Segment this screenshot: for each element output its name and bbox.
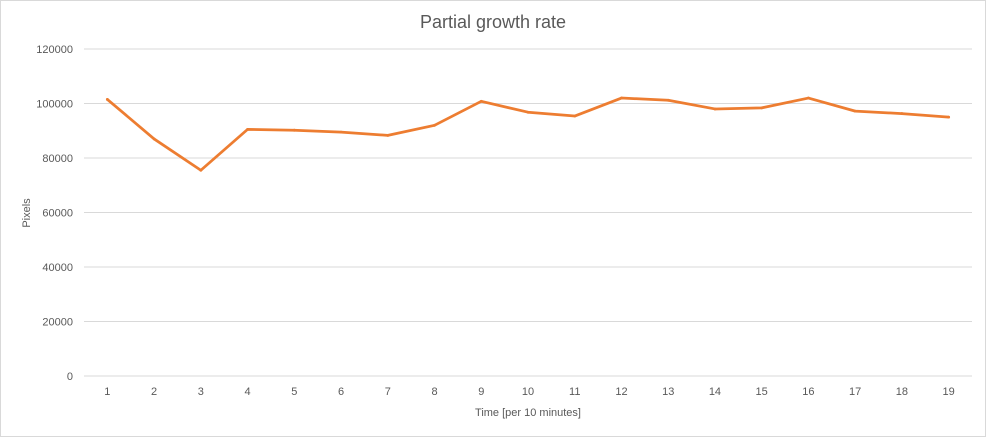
data-point [807,96,810,100]
x-tick-label: 17 [849,386,861,398]
series-line [105,96,951,172]
y-tick-label: 40000 [42,262,73,274]
y-tick-label: 80000 [42,153,73,165]
x-tick-label: 9 [478,386,484,398]
x-axis-title: Time [per 10 minutes] [475,407,581,419]
x-tick-label: 18 [896,386,908,398]
x-tick-label: 6 [338,386,344,398]
y-axis-title: Pixels [21,198,33,228]
y-axis-ticks: 0 20000 40000 60000 80000 100000 120000 [36,44,73,383]
data-point [479,99,483,103]
x-tick-label: 13 [662,386,674,398]
x-tick-label: 7 [385,386,391,398]
y-tick-label: 20000 [42,317,73,329]
x-tick-label: 2 [151,386,157,398]
data-point [713,107,717,111]
y-tick-label: 60000 [42,208,73,220]
x-tick-label: 14 [709,386,721,398]
data-point [246,127,249,131]
data-point [760,106,764,110]
x-tick-label: 3 [198,386,204,398]
data-point [292,128,296,132]
x-tick-label: 5 [291,386,297,398]
x-tick-label: 12 [615,386,627,398]
x-tick-label: 11 [569,386,580,398]
series-group [105,96,951,172]
data-point [620,96,623,100]
x-tick-label: 8 [431,386,437,398]
x-tick-label: 4 [245,386,251,398]
y-tick-label: 120000 [36,44,73,56]
data-point [666,98,670,102]
data-point [900,112,904,115]
data-point [152,137,156,141]
x-tick-label: 16 [802,386,814,398]
y-tick-label: 100000 [36,99,73,111]
data-point [433,123,436,127]
data-point [853,109,857,113]
x-tick-label: 15 [756,386,768,398]
x-tick-label: 1 [104,386,110,398]
x-tick-label: 19 [943,386,955,398]
data-point [573,114,577,118]
data-point [947,115,951,119]
x-axis-ticks: 1 2 3 4 5 6 7 8 9 10 11 12 13 14 15 16 17 18 19 [104,386,954,398]
data-point [105,98,109,101]
data-point [199,168,203,172]
x-tick-label: 10 [522,386,534,398]
data-point [526,110,530,114]
chart-title: Partial growth rate [420,12,566,32]
grid-lines [84,48,972,377]
data-point [339,130,343,134]
data-point [386,133,390,137]
y-tick-label: 0 [67,371,73,383]
